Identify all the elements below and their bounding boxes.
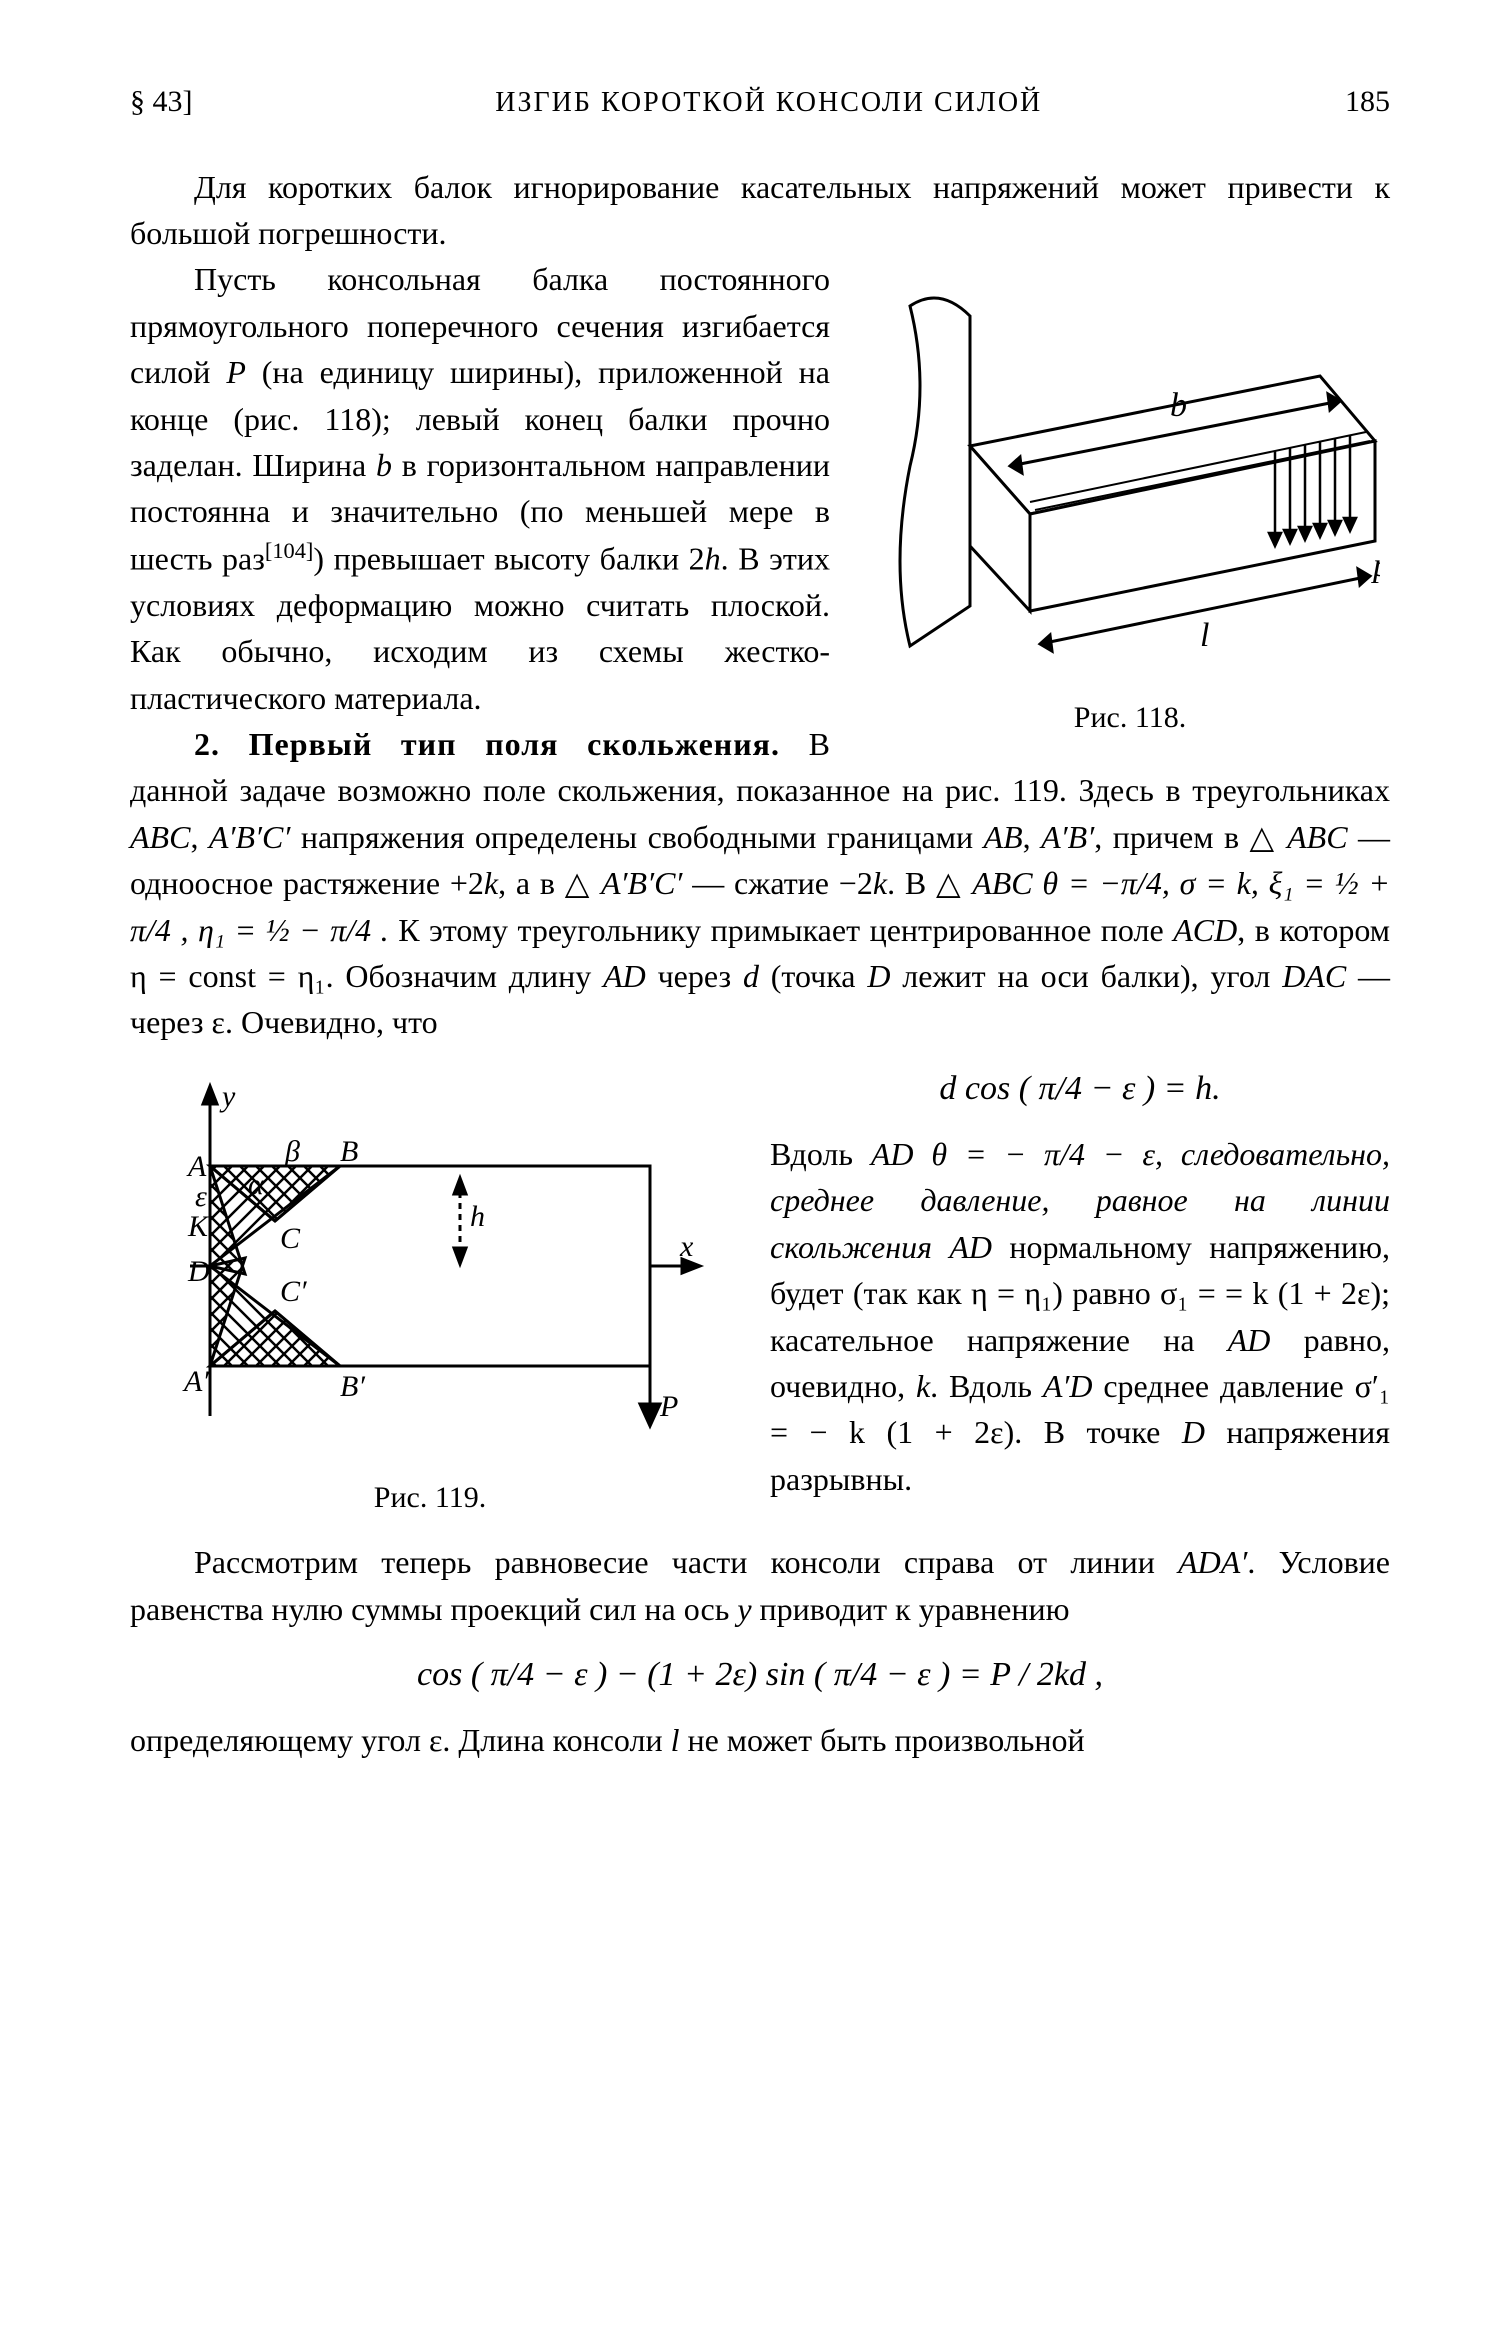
p3D: D bbox=[867, 958, 890, 994]
p3e: , bbox=[1023, 819, 1041, 855]
p3k2: k bbox=[873, 865, 887, 901]
paragraph-6: определяющему угол ε. Длина консоли l не… bbox=[130, 1717, 1390, 1763]
p4e: . Вдоль bbox=[930, 1368, 1043, 1404]
fig118-caption: Рис. 118. bbox=[870, 696, 1390, 740]
p6b: не может быть произвольной bbox=[679, 1722, 1084, 1758]
p3k2t: К этому треугольнику примыкает центриров… bbox=[398, 912, 1173, 948]
p4k: k bbox=[916, 1368, 930, 1404]
p2-force: P bbox=[226, 354, 246, 390]
p3tri1: ABC bbox=[130, 819, 190, 855]
fig119-alpha: α bbox=[248, 1168, 265, 1201]
fig119-Bp: B′ bbox=[340, 1370, 365, 1403]
fig118-label-p: p bbox=[1371, 547, 1380, 584]
equation-2: cos ( π/4 − ε ) − (1 + 2ε) sin ( π/4 − ε… bbox=[130, 1650, 1390, 1699]
p4ad3: AD bbox=[1228, 1322, 1271, 1358]
p3h: , а в △ bbox=[498, 865, 601, 901]
paragraph-5: Рассмотрим теперь равновесие части консо… bbox=[130, 1539, 1390, 1632]
fig119-P: P bbox=[659, 1390, 678, 1423]
fig119-caption: Рис. 119. bbox=[130, 1476, 730, 1520]
p3m: через bbox=[646, 958, 743, 994]
p3dac: DAC bbox=[1282, 958, 1346, 994]
p4adp: A′D bbox=[1043, 1368, 1093, 1404]
p2h: h bbox=[705, 540, 721, 576]
p4ad: AD bbox=[871, 1136, 914, 1172]
p3f: , причем в △ bbox=[1094, 819, 1287, 855]
p3j: . В △ bbox=[887, 865, 972, 901]
p3k: k bbox=[484, 865, 498, 901]
p6a: определяющему угол ε. Длина консоли bbox=[130, 1722, 671, 1758]
fig118-label-l: l bbox=[1200, 617, 1209, 654]
figure-118: b l p Рис. 118. bbox=[870, 266, 1390, 740]
p5ada: ADA′ bbox=[1178, 1544, 1247, 1580]
p3tri1b: ABC bbox=[1287, 819, 1347, 855]
fig119-Cp: C′ bbox=[280, 1275, 307, 1308]
p4ad2: AD bbox=[949, 1229, 992, 1265]
page: § 43] ИЗГИБ КОРОТКОЙ КОНСОЛИ СИЛОЙ 185 Д… bbox=[0, 0, 1500, 2335]
p3o: лежит на оси балки), угол bbox=[890, 958, 1282, 994]
fig119-D: D bbox=[187, 1255, 210, 1288]
fig118-svg: b l p bbox=[880, 266, 1380, 686]
p3acd: ACD bbox=[1173, 912, 1237, 948]
running-title: ИЗГИБ КОРОТКОЙ КОНСОЛИ СИЛОЙ bbox=[495, 83, 1042, 124]
fig119-beta: β bbox=[284, 1135, 300, 1168]
p3dvar: d bbox=[743, 958, 759, 994]
p3tri2: A′B′C′ bbox=[209, 819, 290, 855]
fig119-C: C bbox=[280, 1222, 301, 1255]
p2bvar: b bbox=[376, 447, 392, 483]
p3ab: AB bbox=[984, 819, 1023, 855]
fig119-eps: ε bbox=[195, 1180, 207, 1213]
p3i: — сжатие −2 bbox=[682, 865, 872, 901]
fig119-A: A bbox=[186, 1150, 207, 1183]
fig119-Ap: A′ bbox=[182, 1365, 209, 1398]
p5c: приводит к уравнению bbox=[752, 1591, 1070, 1627]
p2d: ) превышает высоту балки 2 bbox=[313, 540, 704, 576]
p3ad: AD bbox=[603, 958, 646, 994]
p3d: напряжения определены свободными граница… bbox=[290, 819, 983, 855]
fig119-K: K bbox=[187, 1210, 210, 1243]
p3c: , bbox=[190, 819, 208, 855]
paragraph-1: Для коротких балок игнорирование касател… bbox=[130, 164, 1390, 257]
p4D: D bbox=[1182, 1414, 1205, 1450]
fig119-x: x bbox=[679, 1230, 694, 1263]
p3abp: A′B′ bbox=[1041, 819, 1094, 855]
p4a: Вдоль bbox=[770, 1136, 871, 1172]
fig119-y: y bbox=[219, 1080, 236, 1113]
section-label: § 43] bbox=[130, 80, 193, 124]
p5y: y bbox=[737, 1591, 751, 1627]
running-header: § 43] ИЗГИБ КОРОТКОЙ КОНСОЛИ СИЛОЙ 185 bbox=[130, 80, 1390, 124]
fig119-B: B bbox=[340, 1135, 358, 1168]
fig119-h: h bbox=[470, 1200, 485, 1233]
paragraph-3: 2. Первый тип поля скольжения. В данной … bbox=[130, 721, 1390, 1046]
p3n: (точка bbox=[759, 958, 867, 994]
p5a: Рассмотрим теперь равновесие части консо… bbox=[194, 1544, 1178, 1580]
p3tri2b: A′B′C′ bbox=[601, 865, 682, 901]
fig118-label-b: b bbox=[1170, 387, 1187, 424]
p2ref: [104] bbox=[265, 538, 314, 563]
p3tri1c: ABC bbox=[972, 865, 1032, 901]
p3-heading: 2. Первый тип поля скольжения. bbox=[194, 726, 809, 762]
page-number: 185 bbox=[1345, 80, 1390, 124]
fig119-svg: y x A B C D K A′ B′ C′ α β ε h P bbox=[140, 1066, 720, 1466]
figure-119: y x A B C D K A′ B′ C′ α β ε h P Рис. 11… bbox=[130, 1066, 730, 1520]
